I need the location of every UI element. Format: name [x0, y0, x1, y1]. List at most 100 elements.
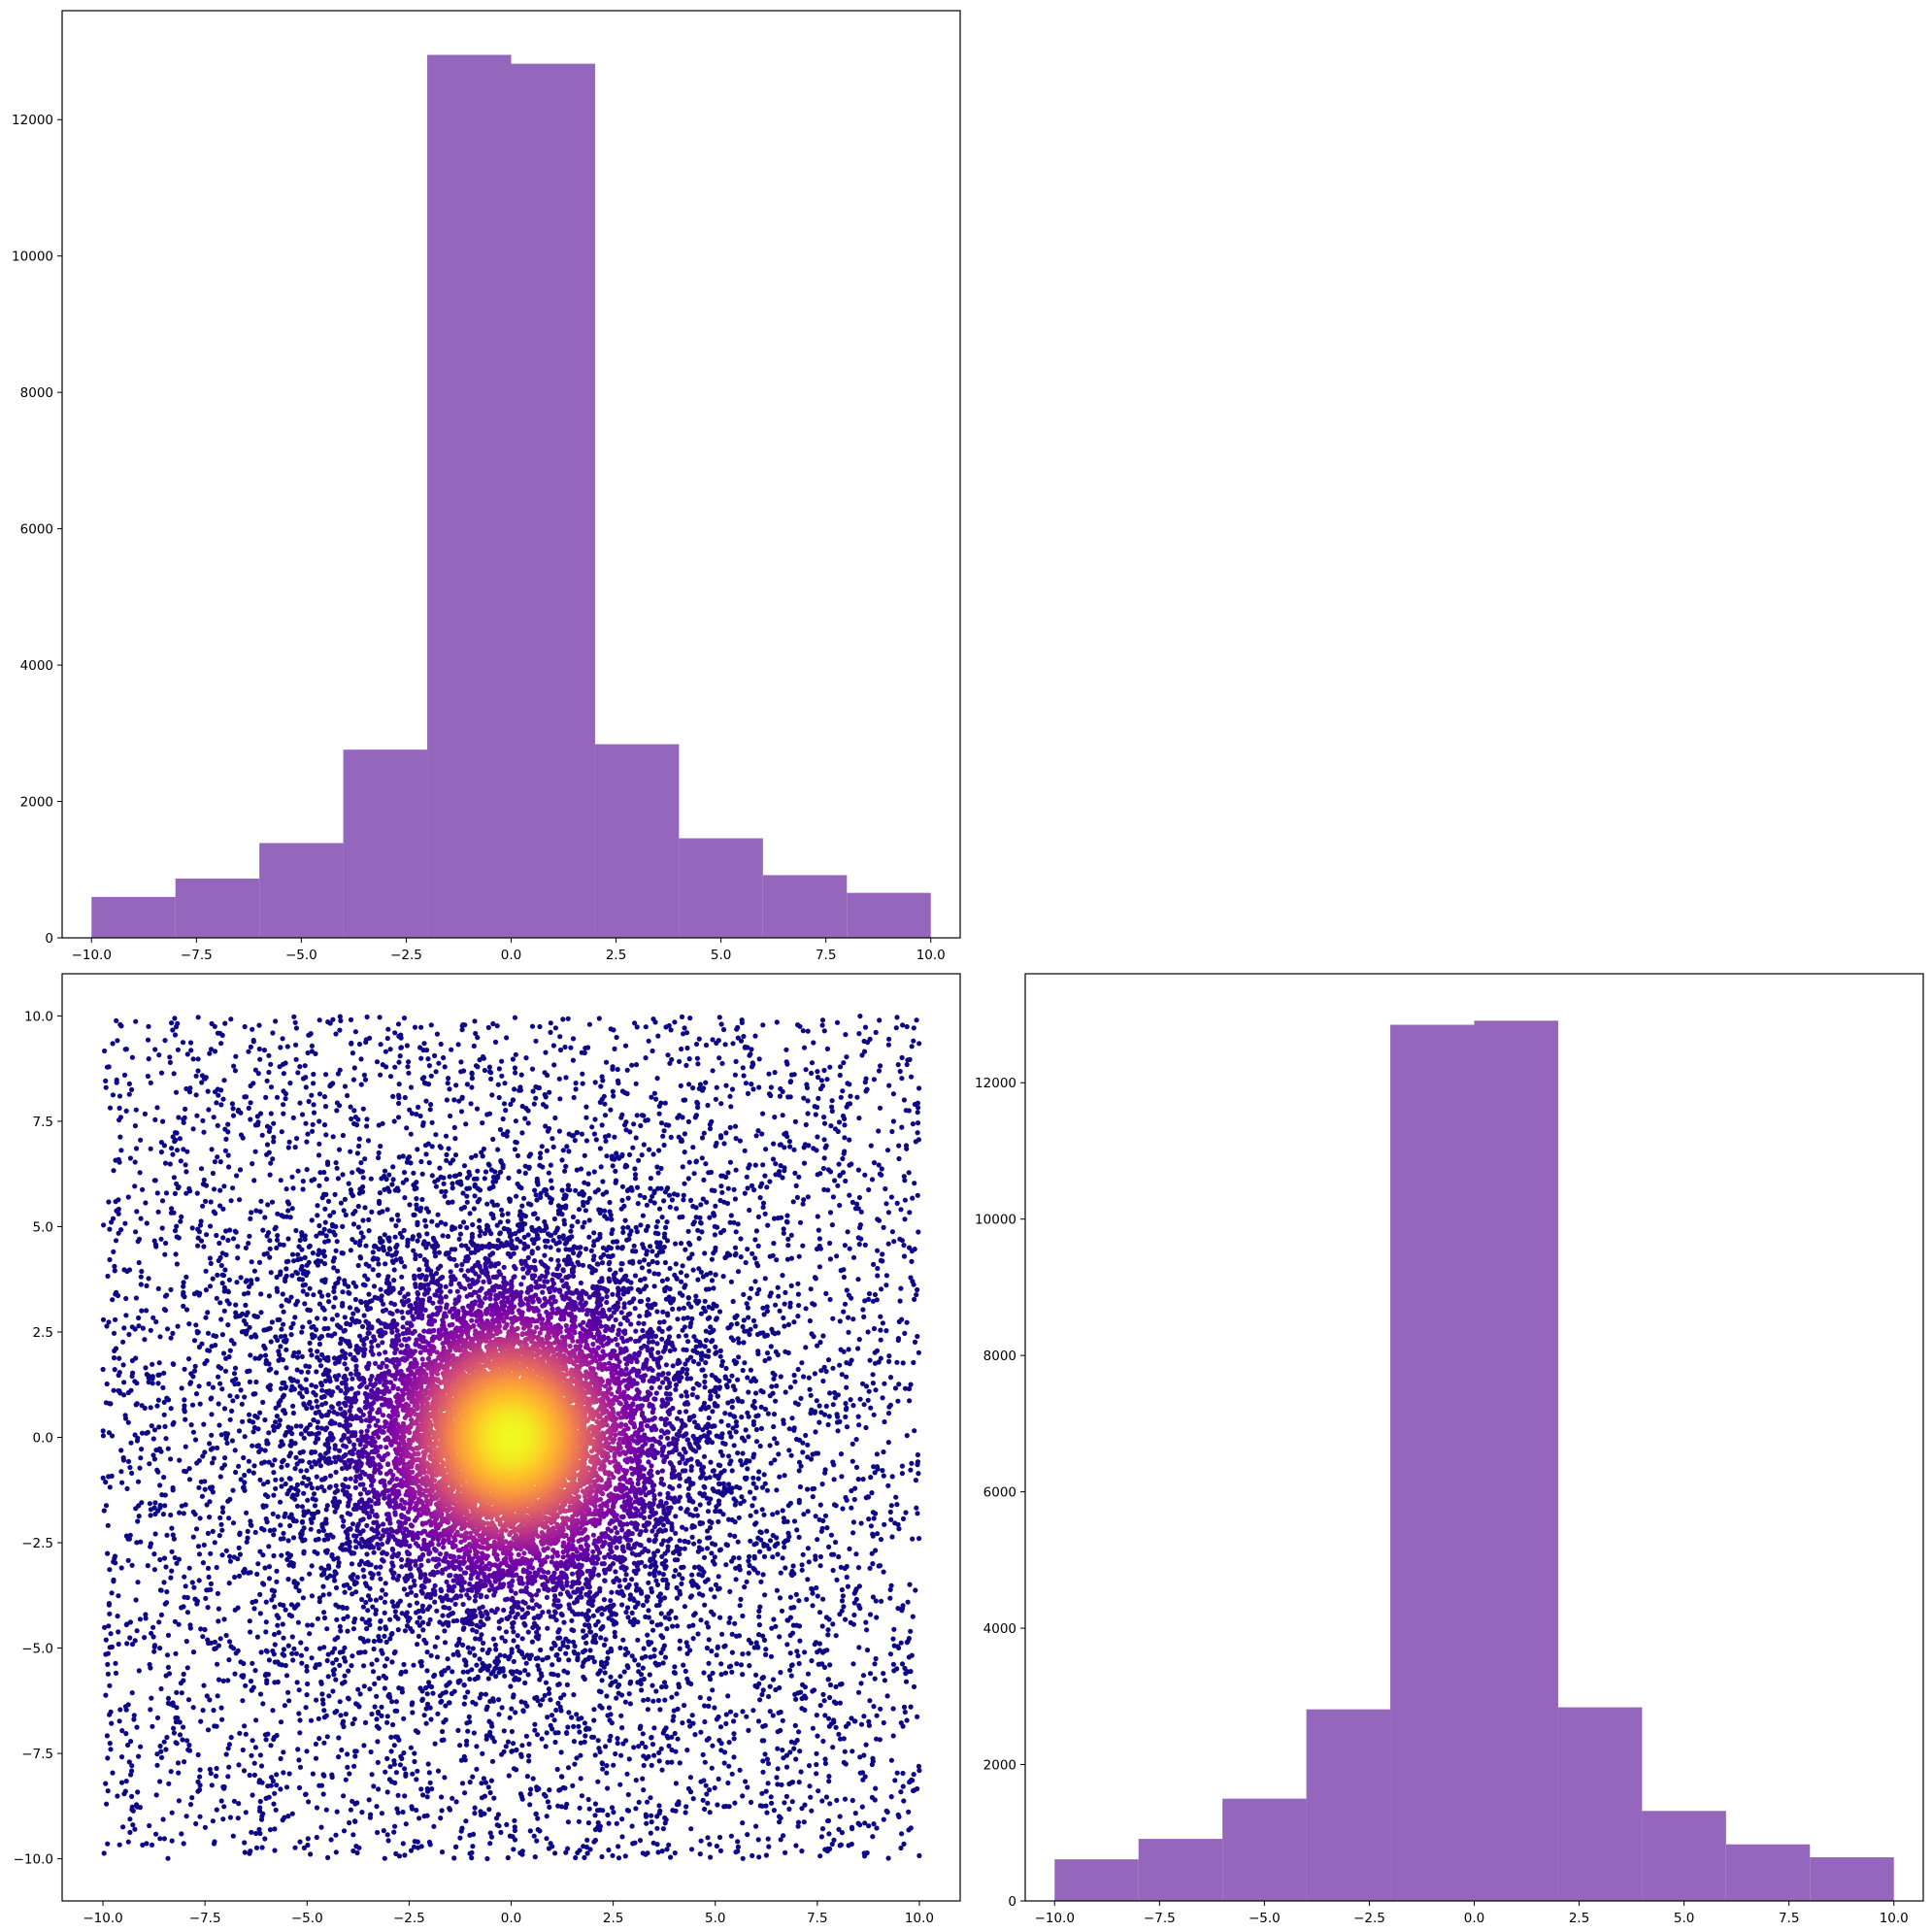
scatter-point: [565, 1016, 571, 1021]
scatter-point: [904, 1319, 910, 1325]
scatter-point: [592, 1801, 599, 1807]
scatter-point: [773, 1398, 779, 1404]
scatter-point: [216, 1677, 222, 1682]
scatter-point: [613, 1750, 618, 1757]
scatter-point: [135, 1580, 141, 1585]
scatter-point: [907, 1245, 913, 1250]
scatter-point: [384, 1719, 390, 1725]
scatter-point: [707, 1810, 713, 1815]
scatter-point: [213, 1343, 218, 1349]
scatter-point: [161, 1555, 168, 1561]
scatter-point: [798, 1769, 804, 1775]
scatter-point: [780, 1748, 785, 1753]
scatter-point: [208, 1199, 214, 1205]
scatter-point: [395, 1115, 402, 1120]
scatter-point: [763, 1147, 769, 1152]
scatter-point: [831, 1717, 837, 1723]
scatter-point: [294, 1581, 300, 1586]
scatter-point: [303, 1084, 309, 1090]
scatter-point: [221, 1078, 227, 1083]
scatter-point: [822, 1847, 828, 1852]
histogram-top-left: −10.0 −7.5 −5.0 −2.5 0.0 2.5 5.0 7.5 10.00200040…: [12, 10, 961, 963]
scatter-point: [890, 1091, 897, 1097]
scatter-point: [161, 1580, 167, 1585]
scatter-point: [251, 1463, 257, 1469]
scatter-point: [673, 1261, 679, 1267]
scatter-point: [611, 1762, 616, 1768]
scatter-point: [774, 1440, 780, 1447]
scatter-point: [283, 1784, 290, 1790]
scatter-point: [145, 1563, 150, 1569]
scatter-point: [109, 1644, 115, 1649]
scatter-point: [241, 1768, 248, 1774]
scatter-point: [351, 1818, 358, 1824]
scatter-point: [549, 1671, 554, 1677]
scatter-point: [559, 1187, 565, 1193]
scatter-point: [806, 1559, 812, 1565]
scatter-point: [750, 1454, 756, 1460]
scatter-point: [605, 1655, 611, 1661]
scatter-point: [243, 1682, 249, 1688]
scatter-point: [341, 1793, 347, 1799]
scatter-point: [713, 1272, 718, 1278]
scatter-point: [177, 1732, 183, 1738]
scatter-point: [879, 1166, 884, 1172]
scatter-point: [894, 1200, 900, 1206]
scatter-point: [784, 1061, 790, 1067]
scatter-point: [548, 1697, 553, 1703]
scatter-point: [280, 1291, 285, 1297]
scatter-point: [908, 1628, 914, 1634]
scatter-point: [796, 1253, 802, 1259]
scatter-point: [157, 1482, 163, 1488]
scatter-point: [777, 1308, 783, 1314]
scatter-point: [137, 1170, 143, 1176]
scatter-point: [459, 1781, 466, 1786]
scatter-point: [264, 1078, 270, 1083]
scatter-point: [264, 1233, 270, 1239]
scatter-point: [285, 1258, 291, 1264]
scatter-point: [181, 1678, 186, 1683]
scatter-point: [830, 1194, 837, 1200]
scatter-point: [248, 1216, 253, 1221]
scatter-point: [805, 1111, 811, 1116]
scatter-point: [138, 1744, 144, 1749]
scatter-point: [350, 1832, 356, 1838]
scatter-point: [353, 1844, 359, 1849]
scatter-point: [229, 1408, 235, 1414]
scatter-point: [896, 1382, 902, 1387]
scatter-point: [320, 1772, 326, 1778]
scatter-point: [216, 1092, 221, 1098]
scatter-point: [727, 1219, 733, 1225]
scatter-point: [614, 1034, 619, 1041]
scatter-point: [252, 1391, 258, 1397]
scatter-point: [382, 1663, 388, 1669]
scatter-point: [484, 1704, 490, 1710]
scatter-point: [323, 1233, 329, 1239]
scatter-point: [619, 1197, 625, 1203]
scatter-point: [778, 1570, 783, 1576]
scatter-point: [230, 1487, 236, 1493]
scatter-point: [364, 1626, 370, 1632]
scatter-point: [646, 1639, 651, 1645]
scatter-point: [117, 1370, 122, 1376]
scatter-point: [870, 1510, 877, 1516]
scatter-point: [100, 1428, 106, 1434]
scatter-point: [195, 1779, 201, 1784]
scatter-point: [695, 1227, 701, 1233]
scatter-point: [105, 1273, 111, 1280]
scatter-point: [452, 1152, 459, 1158]
scatter-point: [274, 1568, 280, 1574]
scatter-point: [479, 1781, 484, 1786]
scatter-point: [161, 1475, 167, 1481]
scatter-point: [728, 1279, 735, 1284]
scatter-point: [596, 1688, 603, 1694]
scatter-point: [190, 1649, 197, 1655]
scatter-point: [790, 1622, 797, 1628]
scatter-point: [874, 1825, 880, 1831]
scatter-point: [598, 1164, 604, 1170]
scatter-point: [412, 1758, 417, 1765]
scatter-point: [235, 1556, 241, 1562]
scatter-point: [530, 1088, 536, 1094]
scatter-point: [181, 1671, 186, 1677]
scatter-point: [608, 1733, 614, 1739]
